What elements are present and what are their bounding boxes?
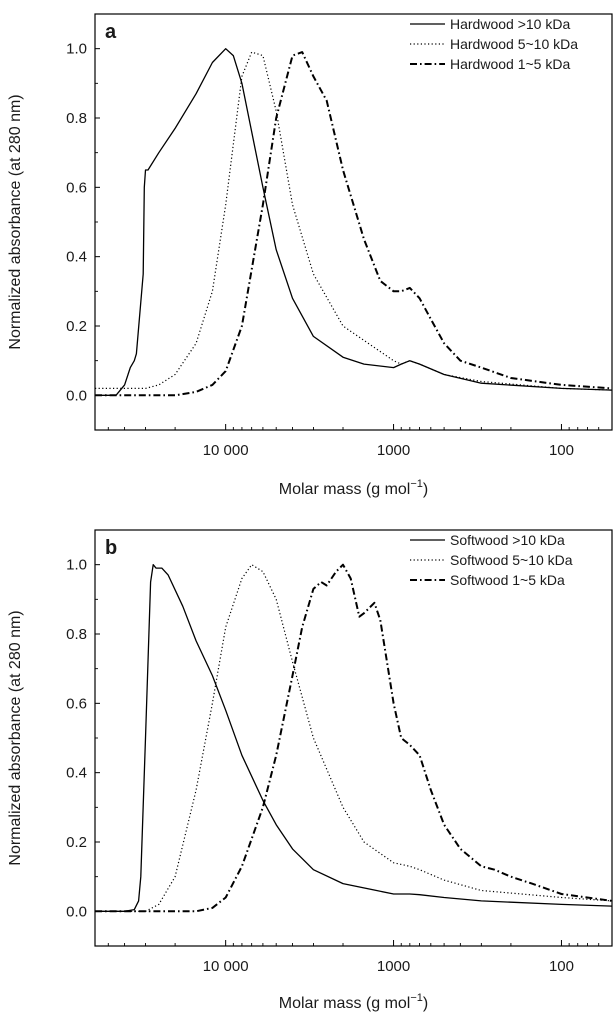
x-axis-label-end: ) bbox=[423, 995, 428, 1012]
panel-label: a bbox=[105, 21, 117, 43]
y-tick-label: 0.4 bbox=[66, 765, 87, 782]
legend-label: Hardwood >10 kDa bbox=[450, 16, 570, 32]
x-axis-label-end: ) bbox=[423, 481, 428, 498]
series-line bbox=[95, 564, 613, 912]
y-tick-label: 0.0 bbox=[66, 387, 87, 404]
x-tick-label: 100 bbox=[549, 442, 574, 459]
panel-b: 0.0 0.2 0.4 0.6 0.8 1.0 10 000 1000 100 Molar mas… bbox=[7, 529, 613, 1012]
y-tick-label: 1.0 bbox=[66, 557, 87, 574]
x-axis-label-main: Molar mass (g mol bbox=[279, 995, 411, 1012]
y-tick-label: 1.0 bbox=[66, 41, 87, 58]
x-axis-label-superscript: −1 bbox=[410, 478, 423, 490]
y-tick-label: 0.2 bbox=[66, 834, 87, 851]
series-line bbox=[95, 564, 613, 912]
series-line bbox=[95, 51, 613, 391]
legend-label: Softwood >10 kDa bbox=[450, 532, 565, 548]
legend-label: Softwood 5~10 kDa bbox=[450, 552, 573, 568]
series-line bbox=[95, 51, 613, 397]
plot-frame bbox=[94, 13, 613, 431]
x-axis-label-main: Molar mass (g mol bbox=[279, 481, 411, 498]
x-tick-label: 10 000 bbox=[203, 442, 249, 459]
series-line bbox=[95, 48, 613, 396]
x-axis-label: Molar mass (g mol−1) bbox=[279, 992, 428, 1012]
y-tick-label: 0.0 bbox=[66, 903, 87, 920]
x-axis-label-superscript: −1 bbox=[410, 992, 423, 1004]
x-axis-label: Molar mass (g mol−1) bbox=[279, 478, 428, 498]
x-tick-label: 1000 bbox=[377, 958, 410, 975]
y-tick-label: 0.8 bbox=[66, 626, 87, 643]
y-tick-label: 0.8 bbox=[66, 110, 87, 127]
legend-label: Softwood 1~5 kDa bbox=[450, 572, 565, 588]
y-tick-label: 0.6 bbox=[66, 695, 87, 712]
y-tick-label: 0.4 bbox=[66, 249, 87, 266]
panel-label: b bbox=[105, 537, 117, 559]
panel-a: 0.0 0.2 0.4 0.6 0.8 1.0 10 000 1000 100 Molar mas… bbox=[7, 13, 613, 498]
legend-label: Hardwood 5~10 kDa bbox=[450, 36, 578, 52]
x-tick-label: 1000 bbox=[377, 442, 410, 459]
x-tick-label: 100 bbox=[549, 958, 574, 975]
y-tick-label: 0.6 bbox=[66, 179, 87, 196]
y-axis-label: Normalized absorbance (at 280 nm) bbox=[7, 610, 24, 865]
y-tick-label: 0.2 bbox=[66, 318, 87, 335]
legend-label: Hardwood 1~5 kDa bbox=[450, 56, 570, 72]
x-tick-label: 10 000 bbox=[203, 958, 249, 975]
y-axis-label: Normalized absorbance (at 280 nm) bbox=[7, 94, 24, 349]
series-line bbox=[95, 563, 613, 913]
